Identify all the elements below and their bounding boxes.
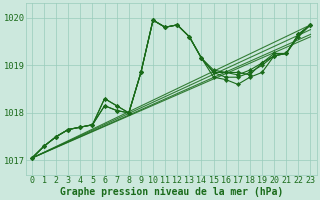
X-axis label: Graphe pression niveau de la mer (hPa): Graphe pression niveau de la mer (hPa) bbox=[60, 186, 283, 197]
